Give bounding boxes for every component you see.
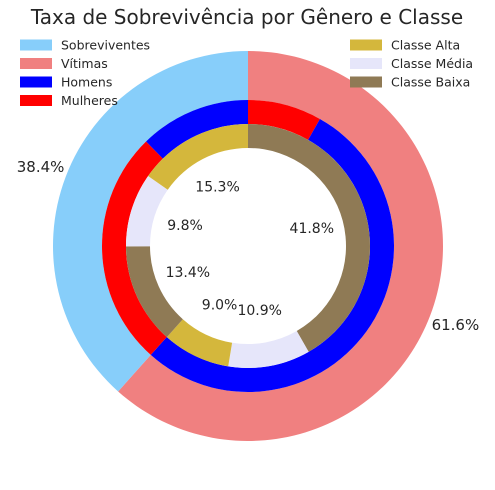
legend-label-classe-media: Classe Média	[391, 56, 473, 71]
legend-label-homens: Homens	[61, 75, 112, 90]
inner-pct-label-classe-alta: 9.0%	[202, 298, 238, 314]
inner-slice-classe-media	[126, 175, 168, 247]
inner-pct-label-classe-baixa: 41.8%	[290, 221, 334, 237]
outer-slice-vitimas	[118, 51, 443, 442]
legend-swatch-mulheres	[20, 95, 52, 106]
legend-right: Classe Alta Classe Média Classe Baixa	[350, 38, 473, 90]
chart-title: Taxa de Sobrevivência por Gênero e Class…	[30, 5, 463, 29]
labels-layer: 61.6% 38.4% 41.8% 10.9%9.0% 13.4% 9.8% 15.3%	[17, 158, 479, 334]
inner-slice-classe-media	[228, 331, 309, 368]
legend-swatch-vitimas	[20, 58, 52, 69]
middle-slice-mulheres	[101, 141, 167, 355]
legend-label-sobreviventes: Sobreviventes	[61, 38, 150, 53]
outer-slice-sobreviventes	[53, 51, 248, 392]
middle-slice-homens	[150, 118, 394, 392]
legend-left: Sobreviventes Vítimas Homens Mulheres	[20, 38, 150, 108]
legend-swatch-sobreviventes	[20, 39, 52, 51]
legend-swatch-homens	[20, 76, 52, 88]
inner-slice-classe-alta	[148, 124, 248, 190]
inner-pct-label-classe-media: 9.8%	[167, 218, 203, 234]
legend-swatch-classe-baixa	[350, 76, 382, 88]
outer-pct-label-vitimas: 61.6%	[432, 316, 480, 334]
legend-label-mulheres: Mulheres	[61, 93, 118, 108]
legend-label-classe-alta: Classe Alta	[391, 38, 460, 53]
outer-pct-label-sobreviventes: 38.4%	[17, 158, 65, 176]
rings-layer	[53, 51, 443, 442]
inner-pct-label-classe-baixa: 13.4%	[166, 265, 210, 281]
inner-pct-label-classe-alta: 15.3%	[195, 179, 239, 195]
legend-label-vitimas: Vítimas	[61, 56, 108, 71]
inner-slice-classe-alta	[166, 319, 233, 367]
legend-label-classe-baixa: Classe Baixa	[391, 75, 470, 90]
legend-swatch-classe-media	[350, 58, 382, 69]
middle-slice-homens	[146, 100, 248, 159]
inner-pct-label-classe-media: 10.9%	[237, 303, 281, 319]
inner-slice-classe-baixa	[248, 124, 370, 352]
middle-slice-mulheres	[248, 100, 320, 140]
inner-slice-classe-baixa	[126, 246, 183, 338]
legend-swatch-classe-alta	[350, 39, 382, 51]
